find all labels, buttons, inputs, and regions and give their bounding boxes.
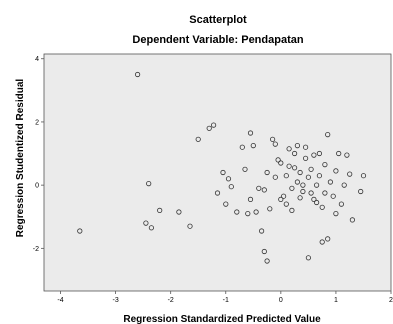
- chart-title: Scatterplot: [189, 14, 247, 26]
- plot-area: [44, 54, 391, 291]
- y-tick-label: 0: [35, 183, 39, 190]
- chart-subtitle: Dependent Variable: Pendapatan: [132, 34, 303, 46]
- x-tick-label: -3: [112, 297, 118, 304]
- x-axis-ticks: -4 -3 -2 -1 0 1 2: [57, 291, 393, 304]
- x-tick-label: 0: [279, 297, 283, 304]
- x-tick-label: -4: [57, 297, 63, 304]
- x-tick-label: -2: [168, 297, 174, 304]
- y-tick-label: 2: [35, 119, 39, 126]
- y-axis-label: Regression Studentized Residual: [15, 79, 26, 238]
- x-tick-label: 1: [334, 297, 338, 304]
- y-axis-ticks: -2 0 2 4: [33, 56, 44, 253]
- y-tick-label: 4: [35, 56, 39, 63]
- x-tick-label: 2: [389, 297, 393, 304]
- y-tick-label: -2: [33, 246, 39, 253]
- x-tick-label: -1: [223, 297, 229, 304]
- x-axis-label: Regression Standardized Predicted Value: [123, 314, 321, 324]
